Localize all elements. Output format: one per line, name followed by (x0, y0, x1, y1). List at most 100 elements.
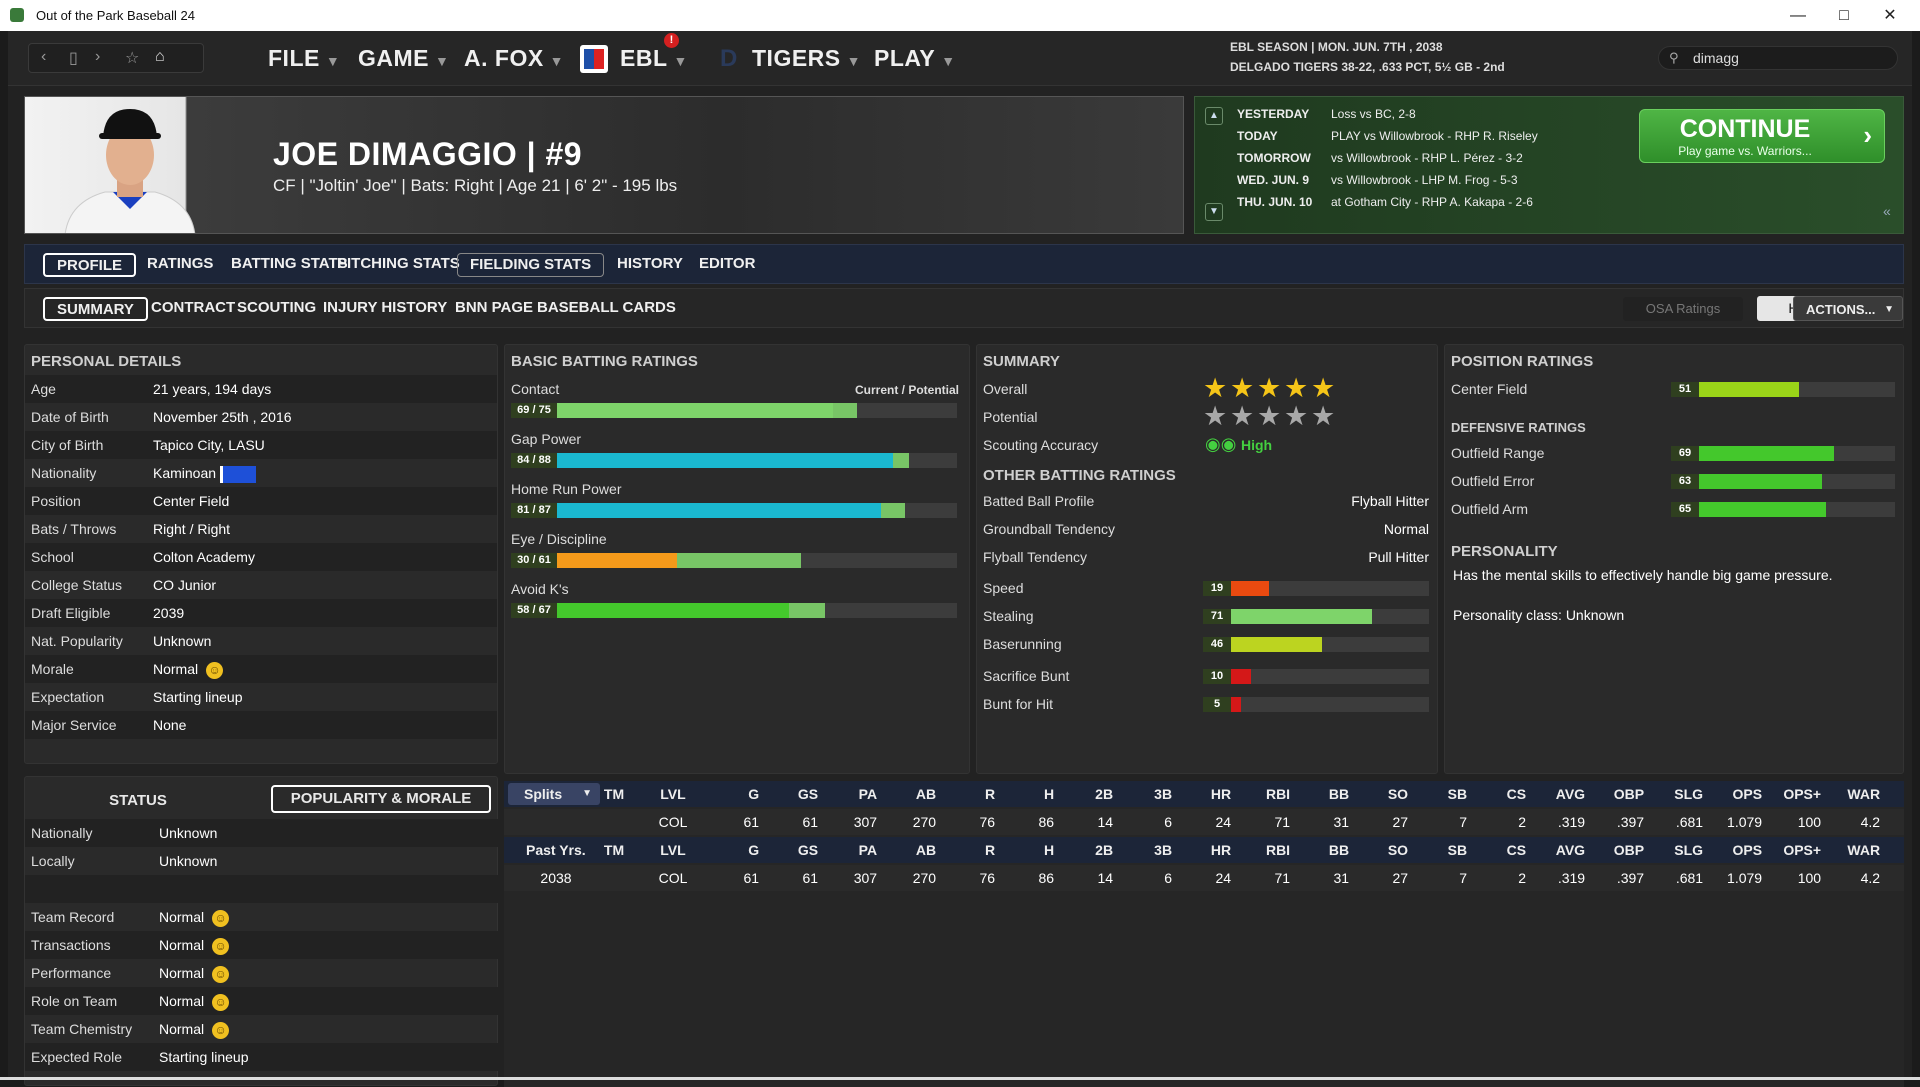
status-label: Locally (31, 853, 75, 869)
page-icon[interactable]: ▯ (69, 50, 78, 67)
stats-column-header[interactable]: RBI (1265, 842, 1291, 858)
stats-column-header[interactable]: SLG (1674, 786, 1704, 802)
stats-column-header[interactable]: 3B (1154, 786, 1173, 802)
subtab-scouting[interactable]: SCOUTING (237, 299, 317, 316)
osa-ratings-toggle[interactable]: OSA Ratings (1623, 297, 1743, 321)
app-body: ‹ ▯ › ☆ ⌂ FILE ▼ GAME ▼ A. FOX ▼ EBL ▼ ! D T… (8, 31, 1912, 1087)
minimize-button[interactable]: — (1790, 7, 1806, 24)
stats-column-header[interactable]: HR (1210, 786, 1232, 802)
maximize-button[interactable]: □ (1839, 7, 1849, 24)
stats-column-header[interactable]: OPS+ (1783, 786, 1822, 802)
position-rating-label: Outfield Range (1451, 445, 1545, 461)
schedule-row[interactable]: THU. JUN. 10 at Gotham City - RHP A. Kaka… (1237, 193, 1617, 213)
stats-column-header[interactable]: OPS (1732, 786, 1763, 802)
stats-column-header[interactable]: LVL (660, 842, 686, 858)
stats-column-header[interactable]: 2B (1095, 786, 1114, 802)
stats-column-header[interactable]: WAR (1847, 842, 1881, 858)
stats-cell: 6 (1164, 814, 1173, 830)
stats-column-header[interactable]: H (1043, 786, 1055, 802)
schedule-row[interactable]: YESTERDAY Loss vs BC, 2-8 (1237, 105, 1617, 125)
actions-button[interactable]: ACTIONS... ▼ (1793, 296, 1903, 321)
subtab-summary[interactable]: SUMMARY (43, 297, 148, 321)
menu-file[interactable]: FILE ▼ (268, 45, 341, 71)
stats-column-header[interactable]: CS (1506, 842, 1527, 858)
home-icon[interactable]: ⌂ (155, 48, 165, 65)
tab-history[interactable]: HISTORY (617, 255, 683, 272)
stats-column-header[interactable]: CS (1506, 786, 1527, 802)
stats-cell: 61 (802, 870, 819, 886)
status-label: Role on Team (31, 993, 118, 1009)
stats-column-header[interactable]: G (748, 786, 760, 802)
tab-profile[interactable]: PROFILE (43, 253, 137, 277)
tab-batting-stats[interactable]: BATTING STATS (231, 255, 348, 272)
stats-column-header[interactable]: HR (1210, 842, 1232, 858)
stats-cell: 7 (1459, 870, 1468, 886)
tab-pitching-stats[interactable]: PITCHING STATS (337, 255, 460, 272)
stats-column-header[interactable]: OPS (1732, 842, 1763, 858)
menu-manager[interactable]: A. FOX ▼ (464, 45, 565, 71)
stats-column-header[interactable]: OBP (1613, 842, 1645, 858)
potential-star-icon: ★ (1257, 401, 1282, 431)
schedule-game: Loss vs BC, 2-8 (1331, 107, 1416, 121)
stats-column-header[interactable]: TM (603, 786, 625, 802)
stats-column-header[interactable]: BB (1328, 842, 1350, 858)
menu-tigers[interactable]: TIGERS ▼ (752, 45, 861, 71)
stats-column-header[interactable]: R (984, 786, 996, 802)
stats-column-header[interactable]: H (1043, 842, 1055, 858)
stats-column-header[interactable]: PA (858, 842, 878, 858)
chevron-down-icon[interactable]: ▼ (1205, 203, 1223, 221)
stats-column-header[interactable]: RBI (1265, 786, 1291, 802)
stats-column-header[interactable]: AB (915, 786, 937, 802)
stats-column-header[interactable]: SLG (1674, 842, 1704, 858)
stats-column-header[interactable]: BB (1328, 786, 1350, 802)
stats-column-header[interactable]: TM (603, 842, 625, 858)
menu-play[interactable]: PLAY ▼ (874, 45, 956, 71)
back-icon[interactable]: ‹ (41, 48, 47, 65)
stats-column-header[interactable]: SO (1387, 786, 1409, 802)
popularity-morale-button[interactable]: POPULARITY & MORALE (271, 785, 491, 813)
schedule-panel: ▲ ▼ YESTERDAY Loss vs BC, 2-8 TODAY PLAY vs… (1194, 96, 1904, 234)
stats-column-header[interactable]: OPS+ (1783, 842, 1822, 858)
stats-row: 2038 COL 61 61 307 270 76 86 14 6 24 71 31 27 7 2 .319 .3… (504, 865, 1904, 891)
overall-label: Overall (983, 381, 1028, 397)
stats-column-header[interactable]: R (984, 842, 996, 858)
forward-icon[interactable]: › (95, 48, 101, 65)
subtab-injury-history[interactable]: INJURY HISTORY (323, 299, 448, 316)
subtab-contract[interactable]: CONTRACT (151, 299, 236, 316)
stats-column-header[interactable]: WAR (1847, 786, 1881, 802)
schedule-row[interactable]: TODAY PLAY vs Willowbrook - RHP R. Risele… (1237, 127, 1617, 147)
collapse-icon[interactable]: « (1883, 203, 1891, 219)
schedule-row[interactable]: TOMORROW vs Willowbrook - RHP L. Pérez - … (1237, 149, 1617, 169)
batting-rating-bar: 58 / 67 (511, 603, 957, 618)
subtab-baseball-cards[interactable]: BASEBALL CARDS (537, 299, 676, 316)
stats-column-header[interactable]: 2B (1095, 842, 1114, 858)
other-rating-label: Batted Ball Profile (983, 493, 1095, 509)
subtab-bnn-page[interactable]: BNN PAGE (455, 299, 534, 316)
continue-button[interactable]: CONTINUE Play game vs. Warriors... › (1639, 109, 1885, 163)
stats-column-header[interactable]: 3B (1154, 842, 1173, 858)
stats-column-header[interactable]: AB (915, 842, 937, 858)
stats-column-header[interactable]: AVG (1555, 842, 1586, 858)
stats-column-header[interactable]: LVL (660, 786, 686, 802)
menu-game[interactable]: GAME ▼ (358, 45, 450, 71)
stats-column-header[interactable]: GS (797, 786, 819, 802)
tab-ratings[interactable]: RATINGS (147, 255, 214, 272)
stats-column-header[interactable]: SB (1447, 842, 1468, 858)
close-button[interactable]: ✕ (1883, 7, 1897, 24)
stats-column-header[interactable]: SB (1447, 786, 1468, 802)
chevron-up-icon[interactable]: ▲ (1205, 107, 1223, 125)
tab-fielding-stats[interactable]: FIELDING STATS (457, 253, 605, 277)
stats-column-header[interactable]: G (748, 842, 760, 858)
summary-rating-bar: 19 (1203, 581, 1429, 596)
search-input[interactable]: ⚲ dimagg (1658, 46, 1898, 70)
tab-editor[interactable]: EDITOR (699, 255, 756, 272)
stats-column-header[interactable]: OBP (1613, 786, 1645, 802)
stats-column-header[interactable]: GS (797, 842, 819, 858)
stats-column-header[interactable]: SO (1387, 842, 1409, 858)
stats-column-header[interactable]: AVG (1555, 786, 1586, 802)
schedule-row[interactable]: WED. JUN. 9 vs Willowbrook - LHP M. Frog … (1237, 171, 1617, 191)
stats-column-header[interactable]: PA (858, 786, 878, 802)
star-icon[interactable]: ☆ (125, 50, 140, 67)
menu-ebl[interactable]: EBL ▼ (620, 45, 688, 71)
splits-dropdown[interactable]: Splits ▼ (508, 783, 600, 805)
